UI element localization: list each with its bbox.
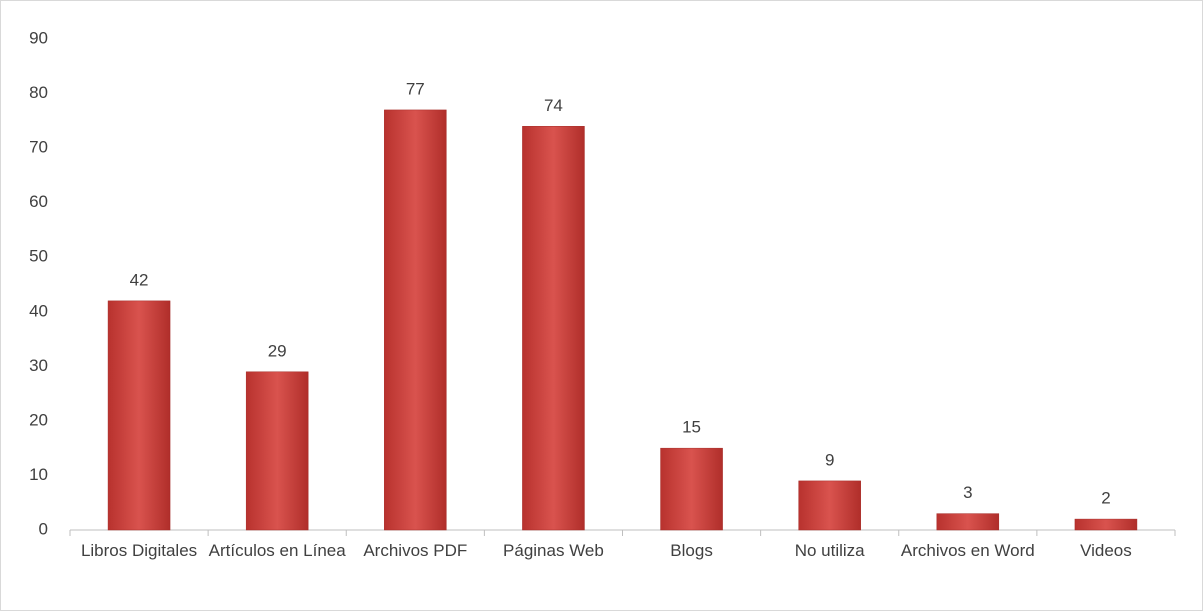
x-tick-label: Archivos PDF [363, 541, 468, 560]
bar [936, 513, 1000, 531]
bar [107, 300, 171, 531]
data-label: 9 [825, 450, 834, 469]
y-tick-label: 60 [29, 192, 48, 211]
data-label: 74 [544, 96, 563, 115]
bar [245, 371, 309, 531]
data-label: 42 [130, 270, 149, 289]
x-tick-label: Libros Digitales [80, 541, 198, 560]
bar [522, 126, 585, 531]
y-tick-label: 90 [29, 28, 48, 47]
data-label: 15 [682, 418, 701, 437]
data-label: 29 [268, 341, 287, 360]
x-tick-label: No utiliza [794, 541, 865, 560]
x-tick-label: Archivos en Word [900, 541, 1035, 560]
data-label: 2 [1101, 489, 1110, 508]
data-label: 77 [406, 79, 425, 98]
y-tick-label: 50 [29, 247, 48, 266]
x-tick-label: Videos [1080, 541, 1132, 560]
bar [660, 447, 723, 531]
y-tick-label: 10 [29, 465, 48, 484]
x-tick-label: Blogs [670, 541, 713, 560]
y-tick-label: 30 [29, 356, 48, 375]
data-label: 3 [963, 483, 972, 502]
x-tick-label: Páginas Web [503, 541, 604, 560]
bar [384, 109, 447, 531]
y-tick-label: 0 [39, 519, 48, 538]
bar [1074, 518, 1138, 531]
y-tick-label: 80 [29, 83, 48, 102]
y-tick-label: 40 [29, 301, 48, 320]
y-tick-label: 20 [29, 410, 48, 429]
y-tick-label: 70 [29, 138, 48, 157]
bar [798, 480, 861, 531]
x-tick-label: Artículos en Línea [208, 541, 346, 560]
